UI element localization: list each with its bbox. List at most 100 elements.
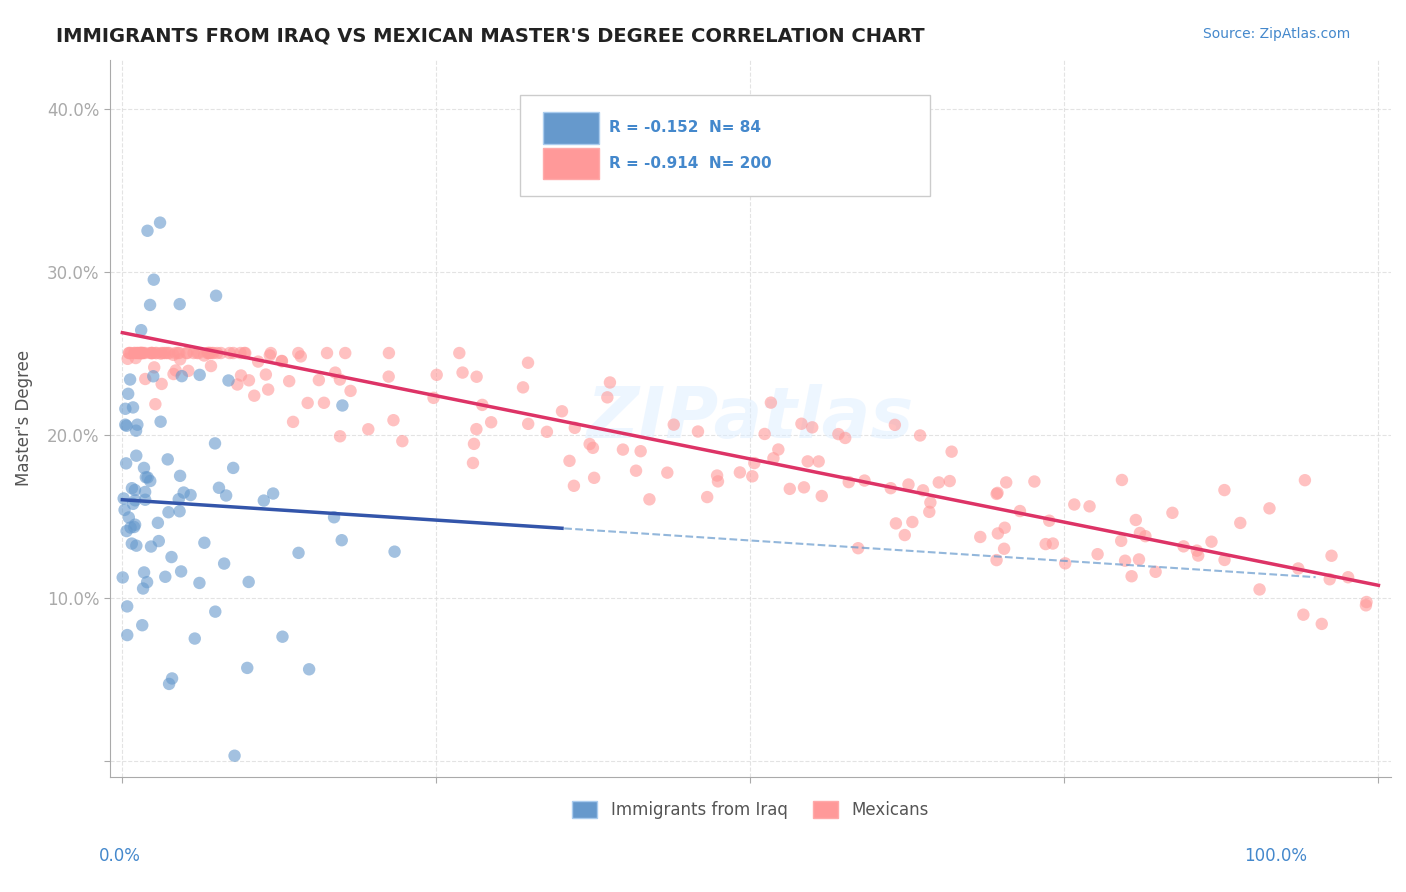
Mexicans [706,468,728,483]
Mexicans [517,417,540,431]
Mexicans [329,429,352,443]
Mexicans [834,431,856,445]
Immigrants from Iraq [169,468,191,483]
Mexicans [1292,607,1315,622]
Mexicans [1355,595,1378,609]
Immigrants from Iraq [139,474,162,488]
Immigrants from Iraq [129,323,152,337]
Mexicans [1258,501,1281,516]
Mexicans [259,348,281,362]
Mexicans [1355,599,1378,613]
Mexicans [796,454,818,468]
Immigrants from Iraq [298,662,321,676]
Immigrants from Iraq [170,369,193,384]
Text: 100.0%: 100.0% [1244,847,1308,865]
Mexicans [377,369,399,384]
Mexicans [1249,582,1271,597]
Immigrants from Iraq [114,503,136,517]
Mexicans [124,346,146,360]
Mexicans [162,348,184,362]
Mexicans [198,346,221,360]
Mexicans [918,505,941,519]
Mexicans [243,389,266,403]
Mexicans [1035,537,1057,551]
Text: 0.0%: 0.0% [98,847,141,865]
Mexicans [117,351,139,366]
Immigrants from Iraq [114,401,136,416]
Mexicans [853,474,876,488]
Mexicans [986,553,1008,567]
Mexicans [129,346,152,360]
Mexicans [198,346,221,360]
Immigrants from Iraq [131,618,153,632]
Mexicans [880,481,903,495]
Immigrants from Iraq [125,449,148,463]
Mexicans [247,354,270,368]
Immigrants from Iraq [156,452,179,467]
Immigrants from Iraq [149,415,172,429]
Mexicans [686,425,709,439]
Immigrants from Iraq [170,565,193,579]
Mexicans [155,346,177,360]
Mexicans [1310,616,1333,631]
Mexicans [218,346,240,360]
Mexicans [728,466,751,480]
Immigrants from Iraq [236,661,259,675]
Immigrants from Iraq [127,417,149,432]
Immigrants from Iraq [193,535,215,549]
Immigrants from Iraq [323,510,346,524]
Mexicans [290,350,312,364]
Mexicans [271,354,294,368]
Mexicans [578,437,600,451]
Immigrants from Iraq [160,672,183,686]
Mexicans [323,366,346,380]
Immigrants from Iraq [117,386,139,401]
Mexicans [801,420,824,434]
Immigrants from Iraq [205,289,228,303]
Mexicans [233,346,256,360]
FancyBboxPatch shape [520,95,929,196]
Immigrants from Iraq [169,297,191,311]
Immigrants from Iraq [115,628,138,642]
Mexicans [1319,572,1341,586]
Mexicans [1135,529,1157,543]
Mexicans [987,526,1010,541]
Mexicans [551,404,574,418]
Immigrants from Iraq [332,399,354,413]
Mexicans [838,475,860,490]
Mexicans [186,346,208,360]
Mexicans [1114,554,1136,568]
Mexicans [308,373,330,387]
Immigrants from Iraq [287,546,309,560]
Immigrants from Iraq [115,456,138,470]
Mexicans [222,346,245,360]
Mexicans [339,384,361,398]
Mexicans [762,451,785,466]
Mexicans [1125,513,1147,527]
Mexicans [312,396,335,410]
Immigrants from Iraq [134,492,156,507]
Immigrants from Iraq [120,372,142,386]
Mexicans [145,397,167,411]
Mexicans [599,376,621,390]
Immigrants from Iraq [132,461,155,475]
Mexicans [177,364,200,378]
Mexicans [517,356,540,370]
Mexicans [229,368,252,383]
Mexicans [162,367,184,381]
Immigrants from Iraq [222,461,245,475]
Immigrants from Iraq [112,491,135,506]
Mexicans [744,456,766,470]
Immigrants from Iraq [115,599,138,614]
Immigrants from Iraq [139,540,162,554]
Mexicans [583,471,606,485]
Mexicans [127,346,149,360]
Immigrants from Iraq [124,483,146,497]
Immigrants from Iraq [184,632,207,646]
Mexicans [426,368,449,382]
Mexicans [141,346,163,360]
Mexicans [165,346,187,360]
Text: IMMIGRANTS FROM IRAQ VS MEXICAN MASTER'S DEGREE CORRELATION CHART: IMMIGRANTS FROM IRAQ VS MEXICAN MASTER'S… [56,27,925,45]
Mexicans [1038,514,1060,528]
Mexicans [1213,483,1236,497]
